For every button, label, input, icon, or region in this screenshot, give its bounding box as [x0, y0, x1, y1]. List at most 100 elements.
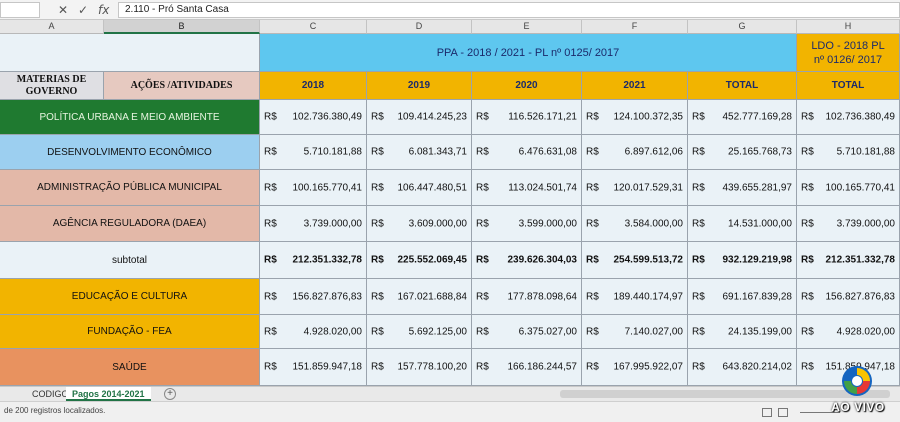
value-cell[interactable]: R$ 120.017.529,31 [582, 170, 688, 206]
value-cell[interactable]: R$ 6.897.612,06 [582, 135, 688, 170]
column-header-h[interactable]: H [797, 20, 900, 34]
value-cell[interactable]: R$ 113.024.501,74 [472, 170, 582, 206]
value-cell[interactable]: R$ 3.739.000,00 [797, 206, 900, 242]
value-cell[interactable]: R$ 4.928.020,00 [260, 315, 367, 349]
value-cell[interactable]: R$ 24.135.199,00 [688, 315, 797, 349]
normal-view-icon[interactable] [762, 408, 772, 417]
row-label-7[interactable]: FUNDAÇÃO - FEA [0, 315, 260, 349]
cancel-icon[interactable]: ✕ [58, 3, 69, 17]
value-cell[interactable]: R$ 116.526.171,21 [472, 100, 582, 135]
sheet-tab-codigos[interactable]: CODIGOS [32, 389, 75, 399]
value-cell[interactable]: R$ 14.531.000,00 [688, 206, 797, 242]
year-header-6[interactable]: TOTAL [797, 72, 900, 100]
row-label-4[interactable]: AGÊNCIA REGULADORA (DAEA) [0, 206, 260, 242]
row-label-8[interactable]: SAÚDE [0, 349, 260, 386]
formula-input[interactable]: 2.110 - Pró Santa Casa [118, 2, 900, 18]
column-header-d[interactable]: D [367, 20, 472, 34]
amount-value: 157.778.100,20 [397, 361, 467, 373]
value-cell[interactable]: R$ 3.584.000,00 [582, 206, 688, 242]
currency-label: R$ [692, 182, 705, 193]
value-cell[interactable]: R$ 151.859.947,18 [260, 349, 367, 386]
value-cell[interactable]: R$ 5.692.125,00 [367, 315, 472, 349]
amount-value: 14.531.000,00 [728, 218, 792, 229]
row-label-5[interactable]: subtotal [0, 242, 260, 279]
value-cell[interactable]: R$ 109.414.245,23 [367, 100, 472, 135]
value-cell[interactable]: R$ 4.928.020,00 [797, 315, 900, 349]
name-box[interactable] [0, 2, 40, 18]
column-header-f[interactable]: F [582, 20, 688, 34]
value-cell[interactable]: R$ 167.021.688,84 [367, 279, 472, 315]
currency-label: R$ [801, 218, 814, 229]
year-header-2[interactable]: 2019 [367, 72, 472, 100]
amount-value: 113.024.501,74 [508, 182, 577, 193]
zoom-slider[interactable] [800, 412, 840, 413]
value-cell[interactable]: R$ 5.710.181,88 [797, 135, 900, 170]
column-header-g[interactable]: G [688, 20, 797, 34]
currency-label: R$ [692, 291, 705, 302]
year-header-3[interactable]: 2020 [472, 72, 582, 100]
add-sheet-icon[interactable]: + [164, 388, 176, 400]
status-bar: de 200 registros localizados. [0, 401, 900, 422]
value-cell[interactable]: R$ 106.447.480,51 [367, 170, 472, 206]
currency-label: R$ [371, 111, 384, 123]
currency-label: R$ [264, 146, 277, 158]
currency-label: R$ [476, 182, 489, 193]
value-cell[interactable]: R$ 166.186.244,57 [472, 349, 582, 386]
column-header-e[interactable]: E [472, 20, 582, 34]
value-cell[interactable]: R$ 25.165.768,73 [688, 135, 797, 170]
sheet-tab-pagos[interactable]: Pagos 2014-2021 [66, 387, 151, 401]
column-header-c[interactable]: C [260, 20, 367, 34]
value-cell[interactable]: R$ 5.710.181,88 [260, 135, 367, 170]
row-label-2[interactable]: DESENVOLVIMENTO ECONÔMICO [0, 135, 260, 170]
value-cell[interactable]: R$ 6.476.631,08 [472, 135, 582, 170]
fx-icon[interactable]: fx [98, 3, 110, 17]
value-cell[interactable]: R$ 643.820.214,02 [688, 349, 797, 386]
value-cell[interactable]: R$ 3.599.000,00 [472, 206, 582, 242]
value-cell[interactable]: R$ 156.827.876,83 [260, 279, 367, 315]
value-cell[interactable]: R$ 452.777.169,28 [688, 100, 797, 135]
value-cell[interactable]: R$ 100.165.770,41 [260, 170, 367, 206]
currency-label: R$ [801, 182, 814, 193]
value-cell[interactable]: R$ 189.440.174,97 [582, 279, 688, 315]
value-cell[interactable]: R$ 439.655.281,97 [688, 170, 797, 206]
page-layout-icon[interactable] [778, 408, 788, 417]
value-cell[interactable]: R$ 102.736.380,49 [797, 100, 900, 135]
value-cell[interactable]: R$ 177.878.098,64 [472, 279, 582, 315]
value-cell[interactable]: R$ 156.827.876,83 [797, 279, 900, 315]
ldo-title[interactable]: LDO - 2018 PL nº 0126/ 2017 [797, 34, 900, 72]
value-cell[interactable]: R$ 691.167.839,28 [688, 279, 797, 315]
row-label-6[interactable]: EDUCAÇÃO E CULTURA [0, 279, 260, 315]
value-cell[interactable]: R$ 6.375.027,00 [472, 315, 582, 349]
value-cell[interactable]: R$ 239.626.304,03 [472, 242, 582, 279]
value-cell[interactable]: R$ 124.100.372,35 [582, 100, 688, 135]
currency-label: R$ [586, 254, 599, 266]
ppa-title[interactable]: PPA - 2018 / 2021 - PL nº 0125/ 2017 [260, 34, 797, 72]
value-cell[interactable]: R$ 212.351.332,78 [260, 242, 367, 279]
year-header-5[interactable]: TOTAL [688, 72, 797, 100]
value-cell[interactable]: R$ 212.351.332,78 [797, 242, 900, 279]
row-label-1[interactable]: POLÍTICA URBANA E MEIO AMBIENTE [0, 100, 260, 135]
row-label-3[interactable]: ADMINISTRAÇÃO PÚBLICA MUNICIPAL [0, 170, 260, 206]
value-cell[interactable]: R$ 167.995.922,07 [582, 349, 688, 386]
value-cell[interactable]: R$ 157.778.100,20 [367, 349, 472, 386]
amount-value: 239.626.304,03 [507, 254, 577, 266]
value-cell[interactable]: R$ 932.129.219,98 [688, 242, 797, 279]
acoes-header[interactable]: AÇÕES /ATIVIDADES [104, 72, 260, 100]
value-cell[interactable]: R$ 3.609.000,00 [367, 206, 472, 242]
value-cell[interactable]: R$ 254.599.513,72 [582, 242, 688, 279]
column-header-a[interactable]: A [0, 20, 104, 34]
horizontal-scrollbar[interactable] [560, 390, 890, 398]
value-cell[interactable]: R$ 225.552.069,45 [367, 242, 472, 279]
value-cell[interactable]: R$ 100.165.770,41 [797, 170, 900, 206]
value-cell[interactable]: R$ 102.736.380,49 [260, 100, 367, 135]
value-cell[interactable]: R$ 6.081.343,71 [367, 135, 472, 170]
year-header-4[interactable]: 2021 [582, 72, 688, 100]
header-blank[interactable] [0, 34, 260, 72]
value-cell[interactable]: R$ 3.739.000,00 [260, 206, 367, 242]
year-header-1[interactable]: 2018 [260, 72, 367, 100]
confirm-icon[interactable]: ✓ [78, 3, 89, 17]
column-header-b[interactable]: B [104, 20, 260, 34]
value-cell[interactable]: R$ 7.140.027,00 [582, 315, 688, 349]
materias-header[interactable]: MATERIAS DE GOVERNO [0, 72, 104, 100]
amount-value: 167.995.922,07 [613, 361, 683, 373]
